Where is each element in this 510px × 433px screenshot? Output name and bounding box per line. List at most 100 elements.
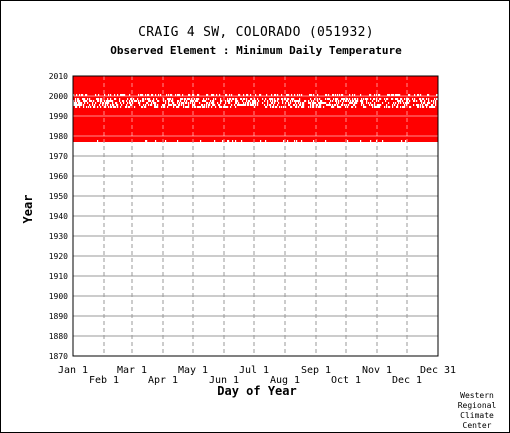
missing-day-mark — [342, 104, 344, 106]
missing-day-mark — [157, 104, 159, 106]
missing-day-mark — [431, 104, 433, 106]
missing-day-mark — [385, 100, 387, 102]
missing-day-mark — [260, 94, 262, 96]
missing-day-mark — [417, 106, 419, 108]
missing-day-mark — [98, 100, 100, 102]
missing-day-mark — [333, 106, 335, 108]
missing-day-mark — [206, 102, 208, 104]
missing-day-mark — [120, 94, 122, 96]
missing-day-mark — [296, 104, 298, 106]
missing-day-mark — [332, 104, 334, 106]
missing-day-mark — [237, 104, 239, 106]
missing-day-mark — [319, 102, 321, 104]
missing-day-mark — [229, 102, 231, 104]
missing-day-mark — [334, 104, 336, 106]
missing-day-mark — [193, 100, 195, 102]
missing-day-mark — [143, 100, 145, 102]
missing-day-mark — [178, 94, 180, 96]
missing-day-mark — [89, 98, 91, 100]
missing-day-mark — [302, 104, 304, 106]
missing-day-mark — [180, 98, 182, 100]
missing-day-mark — [275, 94, 277, 96]
missing-day-mark — [298, 106, 300, 108]
missing-day-mark — [110, 104, 112, 106]
missing-day-mark — [287, 140, 289, 142]
missing-day-mark — [186, 100, 188, 102]
missing-day-mark — [129, 100, 131, 102]
missing-day-mark — [73, 102, 75, 104]
missing-day-mark — [321, 102, 323, 104]
missing-day-mark — [156, 106, 158, 108]
missing-day-mark — [145, 94, 147, 96]
missing-day-mark — [127, 102, 129, 104]
missing-day-mark — [274, 94, 276, 96]
missing-day-mark — [167, 98, 169, 100]
missing-day-mark — [310, 106, 312, 108]
missing-day-mark — [225, 94, 227, 96]
missing-day-mark — [188, 102, 190, 104]
data-layer — [73, 76, 438, 142]
missing-day-mark — [301, 140, 303, 142]
x-tick-label: Oct 1 — [331, 375, 361, 386]
missing-day-mark — [249, 100, 251, 102]
missing-day-mark — [409, 94, 411, 96]
missing-day-mark — [104, 106, 106, 108]
missing-day-mark — [114, 106, 116, 108]
missing-day-mark — [346, 100, 348, 102]
missing-day-mark — [84, 100, 86, 102]
missing-day-mark — [194, 106, 196, 108]
missing-day-mark — [173, 104, 175, 106]
missing-day-mark — [386, 106, 388, 108]
missing-day-mark — [77, 98, 79, 100]
missing-day-mark — [142, 100, 144, 102]
missing-day-mark — [365, 106, 367, 108]
missing-day-mark — [426, 98, 428, 100]
missing-day-mark — [108, 102, 110, 104]
missing-day-mark — [352, 98, 354, 100]
missing-day-mark — [209, 102, 211, 104]
missing-day-mark — [304, 100, 306, 102]
missing-day-mark — [324, 102, 326, 104]
missing-day-mark — [395, 102, 397, 104]
missing-day-mark — [402, 106, 404, 108]
missing-day-mark — [104, 100, 106, 102]
missing-day-mark — [361, 104, 363, 106]
missing-day-mark — [438, 102, 440, 104]
missing-day-mark — [228, 102, 230, 104]
y-tick-label: 1930 — [49, 232, 68, 241]
missing-day-mark — [237, 100, 239, 102]
missing-day-mark — [393, 94, 395, 96]
missing-day-mark — [238, 102, 240, 104]
missing-day-mark — [106, 100, 108, 102]
missing-day-mark — [370, 94, 372, 96]
missing-day-mark — [291, 106, 293, 108]
missing-day-mark — [272, 106, 274, 108]
missing-day-mark — [206, 106, 208, 108]
x-tick-labels: Jan 1 Mar 1 May 1 Jul 1 Sep 1 Nov 1 Dec 31 Feb … — [58, 365, 456, 386]
missing-day-mark — [346, 98, 348, 100]
missing-day-mark — [241, 98, 243, 100]
missing-day-mark — [283, 140, 285, 142]
missing-day-mark — [360, 140, 362, 142]
missing-day-mark — [282, 100, 284, 102]
missing-day-mark — [82, 94, 84, 96]
missing-day-mark — [197, 98, 199, 100]
missing-day-mark — [169, 100, 171, 102]
missing-day-mark — [226, 106, 228, 108]
missing-day-mark — [100, 100, 102, 102]
missing-day-mark — [112, 100, 114, 102]
missing-day-mark — [206, 104, 208, 106]
missing-day-mark — [345, 100, 347, 102]
missing-day-mark — [216, 94, 218, 96]
missing-day-mark — [122, 94, 124, 96]
missing-day-mark — [433, 102, 435, 104]
credit-line: Climate — [460, 411, 494, 420]
missing-day-mark — [77, 100, 79, 102]
missing-day-mark — [78, 102, 80, 104]
missing-day-mark — [145, 140, 147, 142]
missing-day-mark — [223, 106, 225, 108]
missing-day-mark — [177, 106, 179, 108]
missing-day-mark — [438, 140, 440, 142]
missing-day-mark — [150, 100, 152, 102]
missing-day-mark — [308, 100, 310, 102]
